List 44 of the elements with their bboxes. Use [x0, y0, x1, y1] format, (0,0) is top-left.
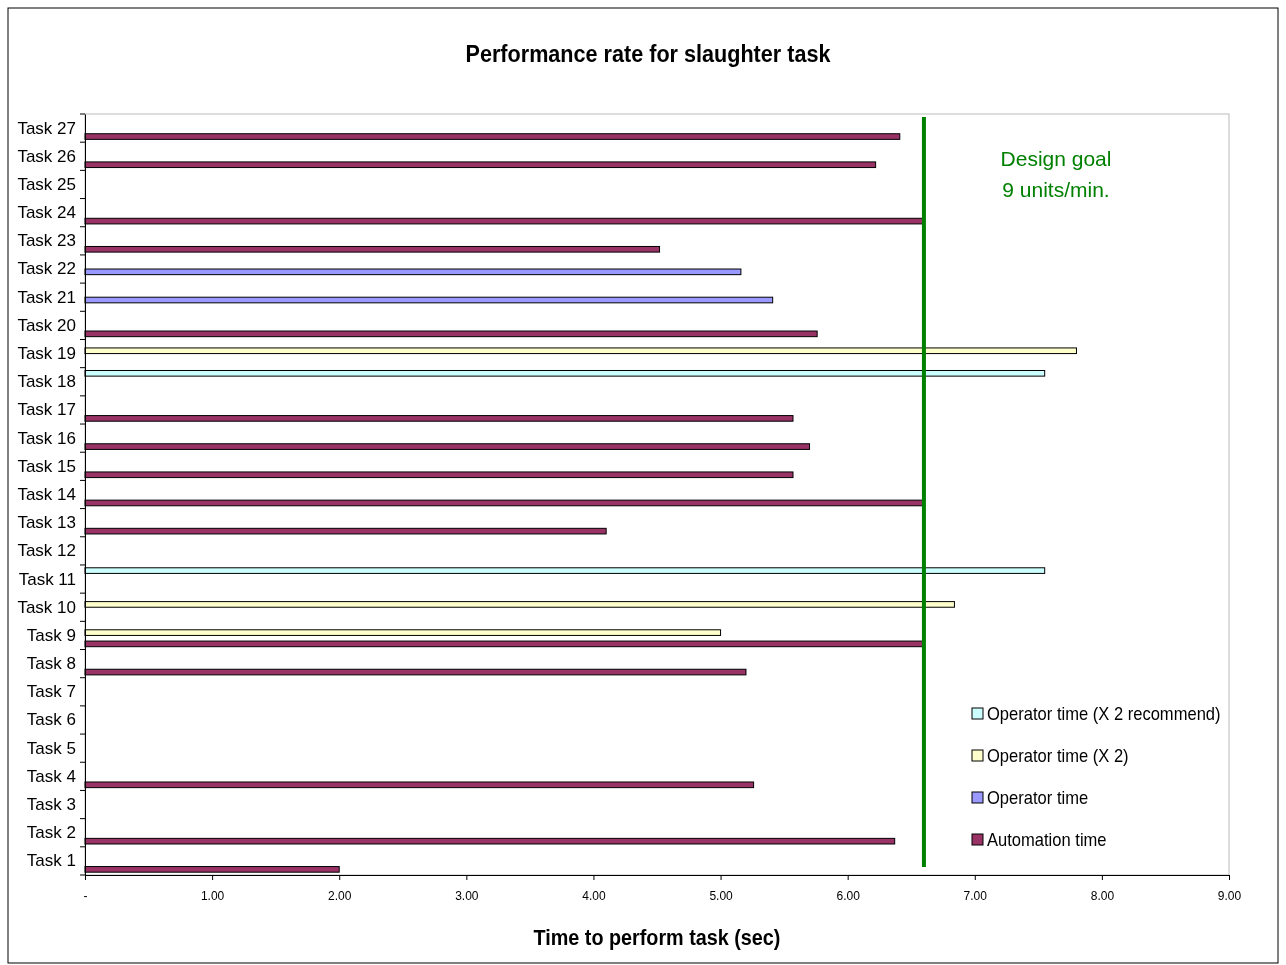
chart-title: Performance rate for slaughter task — [465, 39, 831, 68]
y-tick-label: Task 12 — [17, 541, 76, 561]
y-tick-label: Task 22 — [17, 259, 76, 279]
y-tick-label: Task 6 — [26, 710, 76, 730]
x-tick-label: 2.00 — [328, 888, 352, 903]
y-tick-label: Task 23 — [17, 231, 76, 251]
x-tick-label: 9.00 — [1217, 888, 1242, 903]
y-tick-label: Task 14 — [17, 484, 76, 504]
y-tick-label: Task 17 — [17, 400, 76, 420]
y-tick-label: Task 9 — [26, 625, 76, 645]
y-tick-label: Task 11 — [18, 569, 76, 589]
y-tick-label: Task 10 — [17, 597, 76, 617]
y-tick-label: Task 2 — [26, 823, 76, 843]
x-tick-label: 6.00 — [836, 888, 861, 903]
legend-label: Operator time (X 2) — [987, 745, 1129, 767]
y-tick-label: Task 3 — [26, 794, 76, 814]
x-tick-label: 7.00 — [963, 888, 988, 903]
y-tick-label: Task 21 — [17, 287, 76, 307]
x-tick-label: - — [83, 888, 88, 903]
y-tick-label: Task 4 — [26, 766, 76, 786]
y-tick-label: Task 16 — [17, 428, 76, 448]
x-tick-label: 4.00 — [582, 888, 606, 903]
y-tick-label: Task 20 — [17, 315, 76, 335]
y-tick-label: Task 15 — [17, 456, 76, 476]
legend-label: Automation time — [987, 829, 1107, 851]
y-tick-label: Task 27 — [17, 118, 76, 138]
ref-line-label: Design goal 9 units/min. — [1000, 147, 1112, 201]
y-tick-label: Task 13 — [17, 513, 76, 533]
legend-label: Operator time (X 2 recommend) — [987, 703, 1221, 725]
x-tick-label: 5.00 — [709, 888, 734, 903]
y-tick-label: Task 26 — [17, 146, 76, 166]
y-tick-label: Task 1 — [26, 851, 76, 871]
x-tick-label: 3.00 — [455, 888, 479, 903]
legend-label: Operator time — [987, 787, 1089, 809]
y-tick-label: Task 19 — [17, 344, 76, 364]
x-tick-label: 8.00 — [1090, 888, 1115, 903]
x-tick-label: 1.00 — [200, 888, 225, 903]
x-axis-title: Time to perform task (sec) — [533, 925, 781, 950]
y-tick-label: Task 7 — [26, 682, 76, 702]
y-tick-label: Task 24 — [17, 203, 76, 223]
y-tick-label: Task 25 — [17, 174, 76, 194]
y-tick-label: Task 8 — [26, 654, 76, 674]
y-tick-label: Task 5 — [26, 738, 76, 758]
y-tick-label: Task 18 — [17, 372, 76, 392]
